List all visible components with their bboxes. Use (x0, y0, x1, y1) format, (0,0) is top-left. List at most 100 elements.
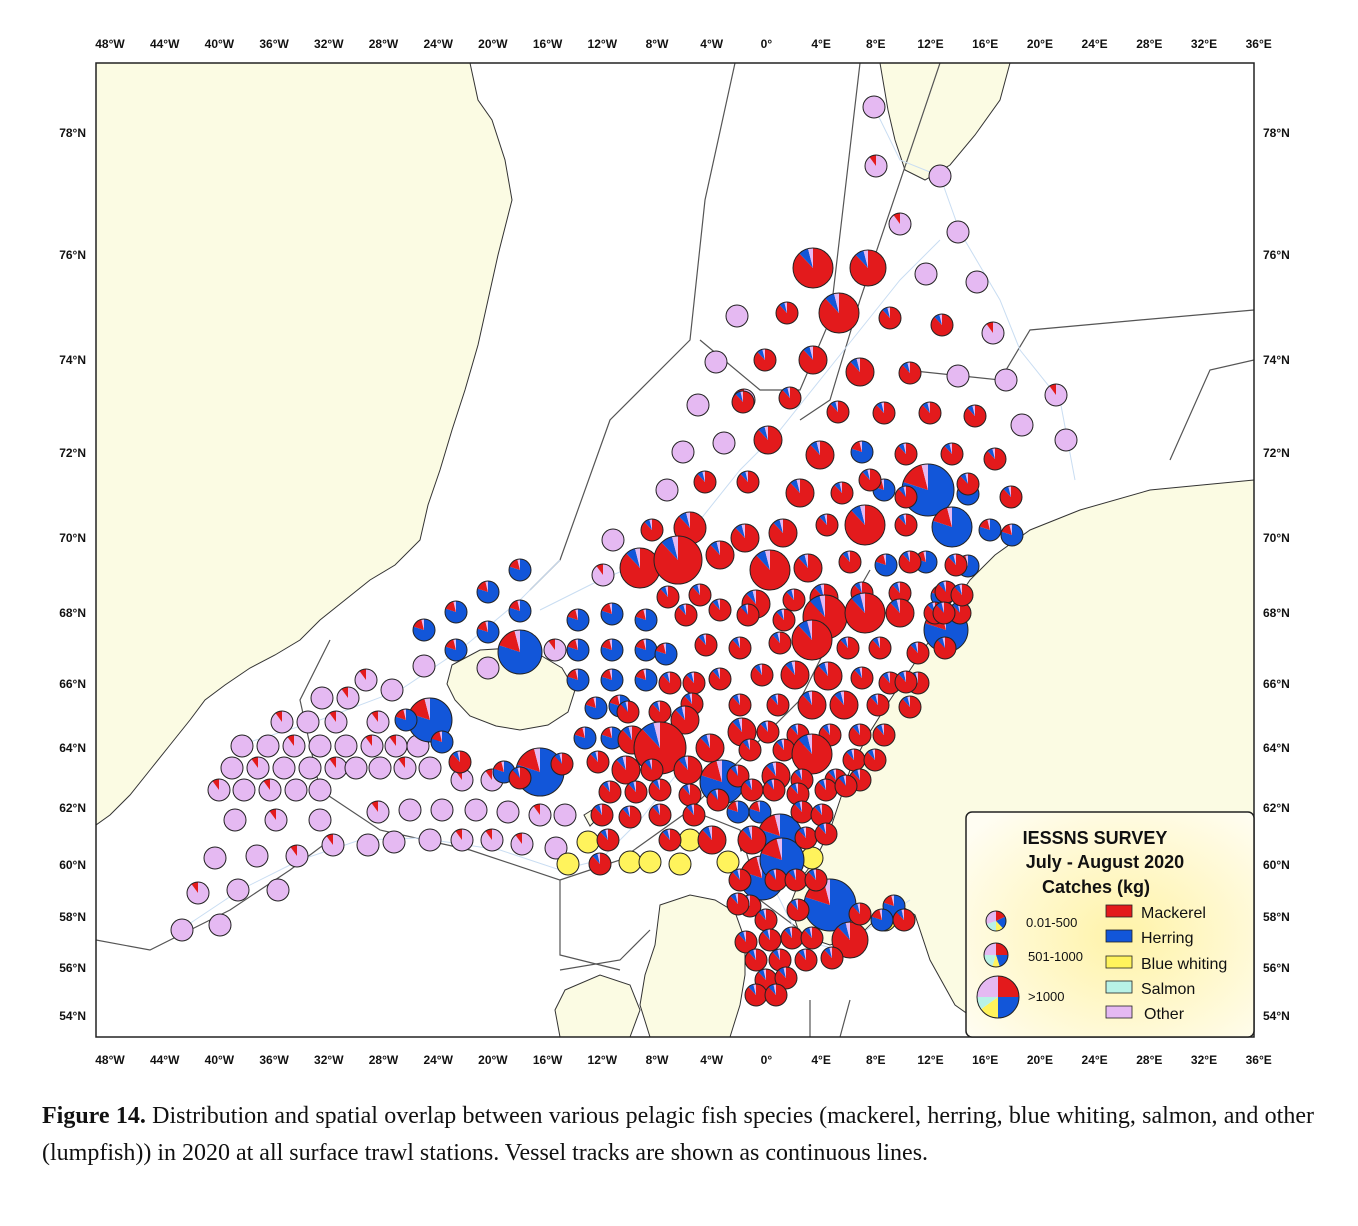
pie-slice (730, 765, 738, 776)
pie-slice (934, 314, 942, 325)
pie-slice (767, 693, 790, 716)
station-pie (985, 910, 1007, 932)
pie-outline (398, 798, 422, 822)
pie-slice (285, 845, 308, 867)
pie-outline (864, 154, 888, 178)
pie-slice (649, 700, 672, 723)
station-pie (772, 738, 796, 762)
station-pie (766, 693, 790, 717)
pie-slice (1001, 524, 1012, 535)
pie-slice (915, 263, 937, 285)
pie-outline (744, 948, 768, 972)
station-pie (566, 608, 590, 632)
pie-slice (794, 769, 802, 780)
pie-slice (996, 916, 1006, 929)
pie-slice (1011, 414, 1033, 436)
pie-slice (942, 636, 945, 648)
pie-slice (765, 983, 788, 1006)
station-pie (208, 913, 232, 937)
station-pie (748, 800, 772, 824)
station-pie (791, 733, 833, 775)
pie-slice (882, 672, 890, 683)
station-pie (870, 908, 894, 932)
pie-slice (212, 778, 219, 790)
pie-outline (983, 942, 1009, 968)
station-pie (894, 442, 918, 466)
pie-slice (557, 853, 579, 875)
pie-outline (203, 846, 227, 870)
pie-slice (600, 639, 623, 661)
pie-slice (867, 468, 870, 480)
pie-slice (819, 514, 827, 525)
station-pie (928, 164, 952, 188)
pie-slice (986, 321, 993, 333)
pie-slice (834, 482, 842, 493)
pie-outline (894, 513, 918, 537)
pie-slice (675, 706, 685, 720)
pie-outline (600, 668, 624, 692)
pie-slice (793, 868, 796, 880)
pie-outline (774, 966, 798, 990)
lat-axis-left: 78°N 76°N 74°N 72°N 70°N 68°N 66°N 64°N 62°N 60°N… (59, 126, 86, 1023)
station-pie (308, 734, 332, 758)
station-pie (848, 768, 872, 792)
pie-outline (785, 478, 815, 508)
lat-tick-label-left: 54°N (59, 1009, 86, 1023)
legend-swatch-other (1105, 1005, 1133, 1019)
pie-outline (730, 523, 760, 553)
pie-slice (270, 711, 293, 733)
pie-slice (605, 828, 608, 840)
station-pie (814, 778, 838, 802)
lon-tick-label-top: 24°W (423, 37, 453, 51)
station-pie (738, 738, 762, 762)
pie-outline (797, 690, 827, 720)
pie-slice (795, 948, 818, 971)
station-pie (296, 710, 320, 734)
pie-outline (654, 642, 678, 666)
station-pie (658, 671, 682, 695)
pie-outline (658, 828, 682, 852)
pie-slice (849, 723, 872, 746)
pie-outline (321, 833, 345, 857)
pie-slice (626, 548, 640, 568)
pie-slice (834, 292, 839, 313)
pie-slice (403, 708, 406, 720)
pie-outline (418, 828, 442, 852)
pie-slice (776, 301, 799, 324)
pie-slice (672, 441, 694, 463)
pie-outline (508, 599, 532, 623)
pie-slice (947, 365, 969, 387)
pie-outline (670, 705, 700, 735)
pie-slice (593, 696, 596, 708)
pie-slice (450, 829, 473, 851)
survey-map: 48°W 44°W 40°W 36°W 32°W 28°W 24°W 20°W 16°W 12°W… (59, 37, 1290, 1067)
pie-slice (862, 469, 870, 480)
pie-slice (679, 783, 702, 806)
pie-slice (752, 589, 756, 604)
pie-slice (793, 554, 822, 582)
pie-slice (695, 633, 718, 656)
pie-slice (895, 670, 918, 693)
pie-slice (873, 723, 896, 746)
station-pie (844, 592, 886, 634)
pie-slice (791, 800, 814, 823)
pie-slice (515, 833, 522, 844)
pie-slice (773, 983, 776, 995)
station-pie (849, 249, 887, 287)
pie-outline (308, 808, 332, 832)
map-body (96, 63, 1254, 1037)
pie-slice (641, 518, 664, 541)
pie-slice (444, 639, 467, 661)
station-pie (814, 822, 838, 846)
pie-slice (730, 893, 738, 904)
pie-slice (773, 868, 776, 880)
pie-slice (936, 602, 944, 613)
pie-outline (296, 710, 320, 734)
station-pie (430, 798, 454, 822)
lon-tick-label-top: 8°W (646, 37, 669, 51)
station-pie (798, 345, 828, 375)
pie-outline (725, 304, 749, 328)
station-pie (914, 550, 938, 574)
pie-slice (702, 826, 712, 840)
pie-slice (835, 400, 838, 412)
